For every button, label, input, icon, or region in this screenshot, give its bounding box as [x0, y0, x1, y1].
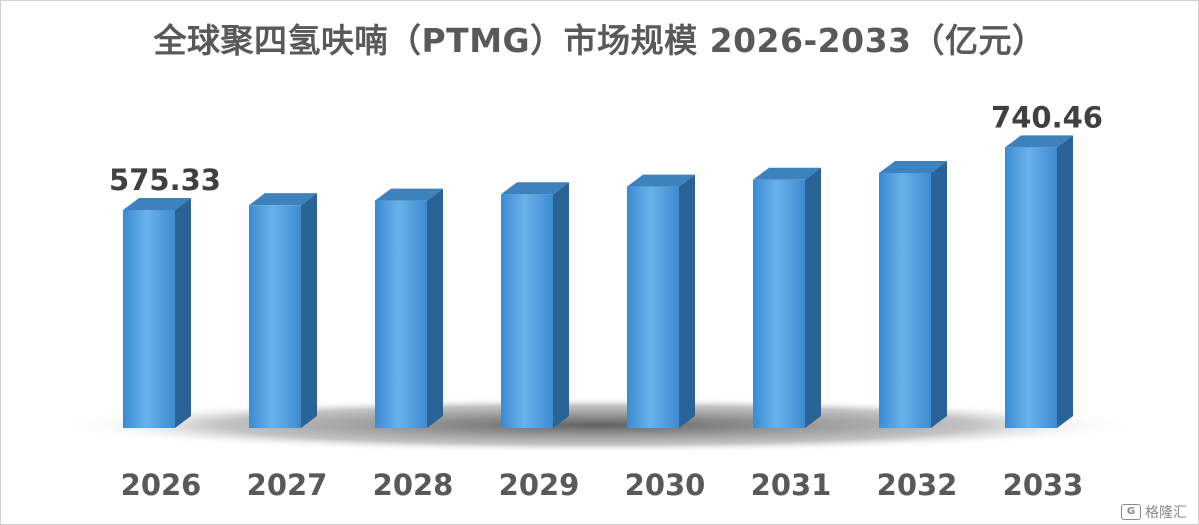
x-tick-label: 2030 [625, 468, 706, 502]
bar-front [123, 209, 175, 428]
x-tick-label: 2032 [877, 468, 958, 502]
g-logo-icon: G [1121, 504, 1141, 520]
bar-top [249, 193, 317, 206]
bar-front [1005, 147, 1057, 428]
bar-side [175, 197, 191, 428]
bar-front [753, 179, 805, 428]
bar-side [427, 188, 443, 428]
bar-2029 [501, 182, 569, 428]
x-tick-label: 2031 [751, 468, 832, 502]
bar-top [879, 160, 947, 173]
bar-side [553, 182, 569, 428]
x-tick-label: 2028 [373, 468, 454, 502]
bar-side [1057, 135, 1073, 428]
data-label: 740.46 [991, 100, 1103, 134]
bar-2032 [879, 160, 947, 428]
bar-side [679, 174, 695, 428]
watermark-text: 格隆汇 [1145, 505, 1187, 521]
data-label: 575.33 [109, 163, 221, 197]
bar-2031 [753, 167, 821, 428]
bar-side [301, 193, 317, 428]
x-tick-label: 2029 [499, 468, 580, 502]
bar-2026 [123, 197, 191, 428]
bar-side [931, 160, 947, 428]
bar-2027 [249, 193, 317, 428]
bar-top [1005, 135, 1073, 148]
bar-top [123, 197, 191, 210]
bar-2033 [1005, 135, 1073, 428]
bar-top [753, 167, 821, 180]
x-tick-label: 2026 [121, 468, 202, 502]
x-tick-label: 2033 [1003, 468, 1084, 502]
bar-side [805, 167, 821, 428]
bar-top [501, 182, 569, 195]
bar-front [627, 186, 679, 428]
x-tick-label: 2027 [247, 468, 328, 502]
chart-title: 全球聚四氢呋喃（PTMG）市场规模 2026-2033（亿元） [153, 21, 1046, 60]
floor-shadow [58, 397, 1138, 453]
bar-front [501, 194, 553, 428]
bar-2028 [375, 188, 443, 428]
watermark: G 格隆汇 [1121, 502, 1187, 522]
bar-front [879, 172, 931, 428]
bar-front [249, 205, 301, 428]
bar-front [375, 200, 427, 428]
bar-top [375, 188, 443, 201]
bar-top [627, 174, 695, 187]
bar-2030 [627, 174, 695, 428]
